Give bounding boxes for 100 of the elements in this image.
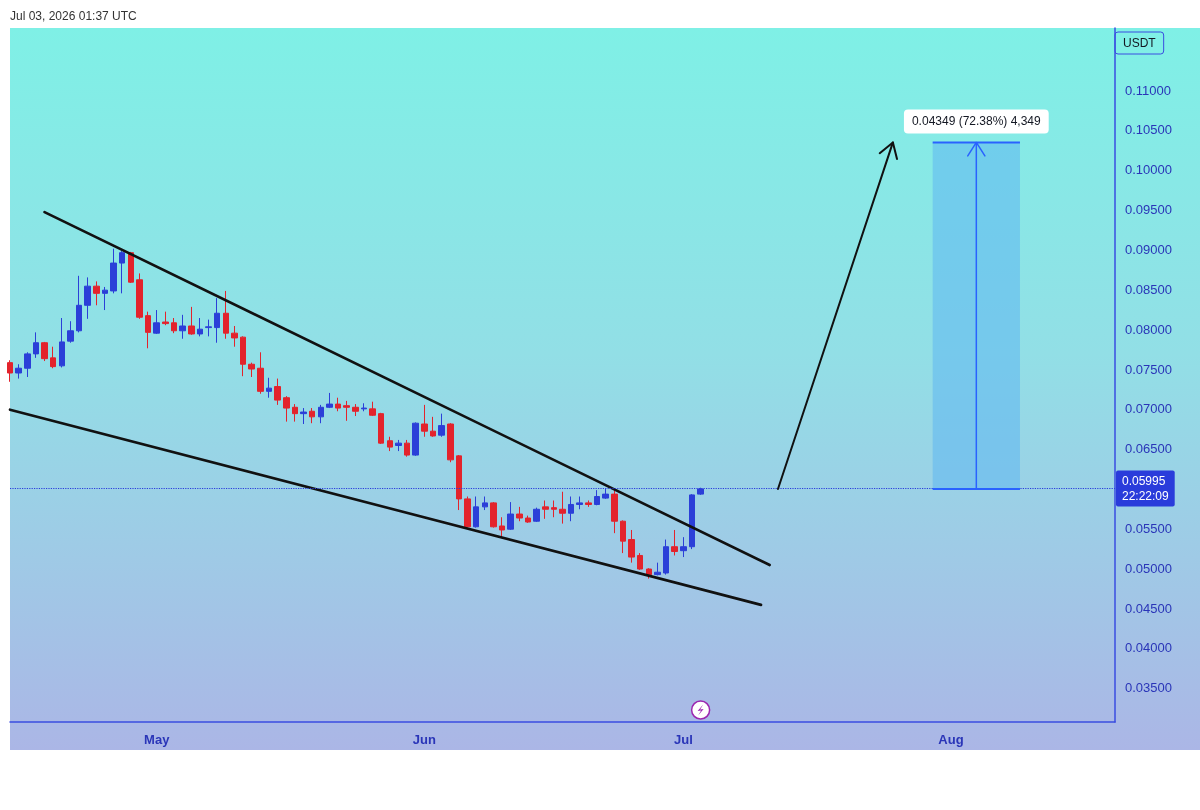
candlestick (663, 539, 669, 576)
candlestick (361, 402, 367, 412)
candlestick (59, 317, 65, 368)
candlestick (231, 325, 238, 348)
y-tick-label: 0.10500 (1125, 122, 1172, 138)
y-tick-label: 0.08000 (1125, 321, 1172, 337)
candlestick (110, 248, 117, 294)
candlestick (162, 311, 169, 326)
candlestick (456, 454, 462, 511)
candlestick (680, 536, 687, 558)
y-tick-label: 0.04500 (1125, 600, 1172, 616)
candlestick (482, 496, 488, 511)
candlestick (205, 319, 212, 337)
candlestick (585, 499, 592, 508)
candlestick (533, 507, 540, 523)
candlestick (412, 421, 419, 457)
candlestick (153, 309, 160, 335)
candlestick (240, 335, 246, 377)
candlestick (266, 377, 272, 399)
candlestick (41, 341, 48, 362)
candlestick (628, 529, 635, 564)
candlestick (197, 317, 203, 337)
candlestick (464, 496, 471, 529)
candlestick (551, 499, 557, 518)
candlestick (24, 351, 31, 378)
candlestick (404, 439, 410, 458)
candlestick (352, 403, 359, 417)
y-tick-label: 0.04000 (1125, 640, 1172, 656)
candlestick (646, 567, 652, 580)
candlestick (542, 499, 549, 520)
candlestick (248, 362, 255, 378)
candlestick (119, 250, 125, 294)
candlestick (637, 552, 643, 571)
candlestick (84, 276, 91, 320)
candlestick (378, 412, 384, 445)
candlestick (499, 516, 505, 538)
y-tick-label: 0.05500 (1125, 520, 1172, 536)
candlestick (318, 404, 324, 424)
band-label: 0.04349 (72.38%) 4,349 (911, 114, 1042, 129)
candlestick (395, 439, 402, 452)
y-tick-label: 0.09000 (1125, 242, 1172, 258)
candlestick (387, 436, 393, 452)
candlestick (671, 529, 678, 556)
y-tick-label: 0.09500 (1125, 202, 1172, 218)
candlestick (447, 422, 454, 463)
candlestick (128, 251, 134, 284)
candlestick (620, 519, 626, 554)
text: Jul 03, 2026 01:37 UTC (10, 9, 138, 23)
candlestick (214, 297, 220, 344)
candlestick (473, 496, 479, 529)
candlestick (490, 501, 497, 529)
y-tick-label: 0.05000 (1125, 560, 1172, 576)
candlestick (507, 501, 514, 531)
x-tick-label: Aug (938, 732, 964, 747)
candlestick (430, 416, 436, 438)
candlestick (568, 496, 574, 522)
candlestick (326, 392, 333, 409)
candlestick (33, 331, 39, 359)
candlestick (93, 280, 100, 306)
candlestick (15, 363, 22, 380)
candlestick (188, 306, 195, 336)
candlestick (576, 496, 583, 510)
y-tick-label: 0.03500 (1125, 680, 1172, 696)
candlestick (421, 404, 428, 438)
candlestick (369, 401, 376, 417)
candlestick (559, 491, 566, 525)
candlestick (343, 400, 350, 422)
candlestick (223, 290, 229, 340)
y-tick-label: 0.10000 (1125, 162, 1172, 178)
y-tick-label: 0.07500 (1125, 361, 1172, 377)
x-tick-label: Jun (412, 732, 436, 747)
y-tick-label: 0.06500 (1125, 441, 1172, 457)
x-tick-label: Jul (673, 732, 693, 747)
candlestick (136, 272, 143, 320)
candlestick (654, 562, 661, 576)
y-tick-label: 0.07000 (1125, 401, 1172, 417)
candlestick (611, 489, 618, 534)
candlestick (257, 351, 264, 395)
candlestick (689, 493, 695, 550)
candlestick (525, 515, 531, 524)
candlestick (283, 395, 290, 423)
candlestick (7, 359, 13, 383)
candlestick (300, 407, 307, 425)
y-tick-label: 0.11000 (1125, 82, 1172, 98)
candlestick (145, 311, 151, 349)
candlestick (516, 506, 523, 522)
candlestick (274, 378, 281, 406)
x-tick-label: May (144, 732, 171, 747)
candlestick (292, 403, 298, 423)
ref-line-label: 0.05995 22:22:09 (1122, 474, 1170, 504)
candlestick (309, 407, 315, 424)
y-axis-title: USDT (1123, 36, 1157, 50)
candlestick (438, 413, 445, 438)
candlestick (102, 286, 108, 311)
candlestick (179, 314, 186, 340)
candlestick (76, 275, 82, 333)
candlestick (67, 320, 74, 344)
candlestick (50, 346, 56, 369)
candlestick (171, 317, 177, 334)
candlestick (335, 397, 341, 412)
